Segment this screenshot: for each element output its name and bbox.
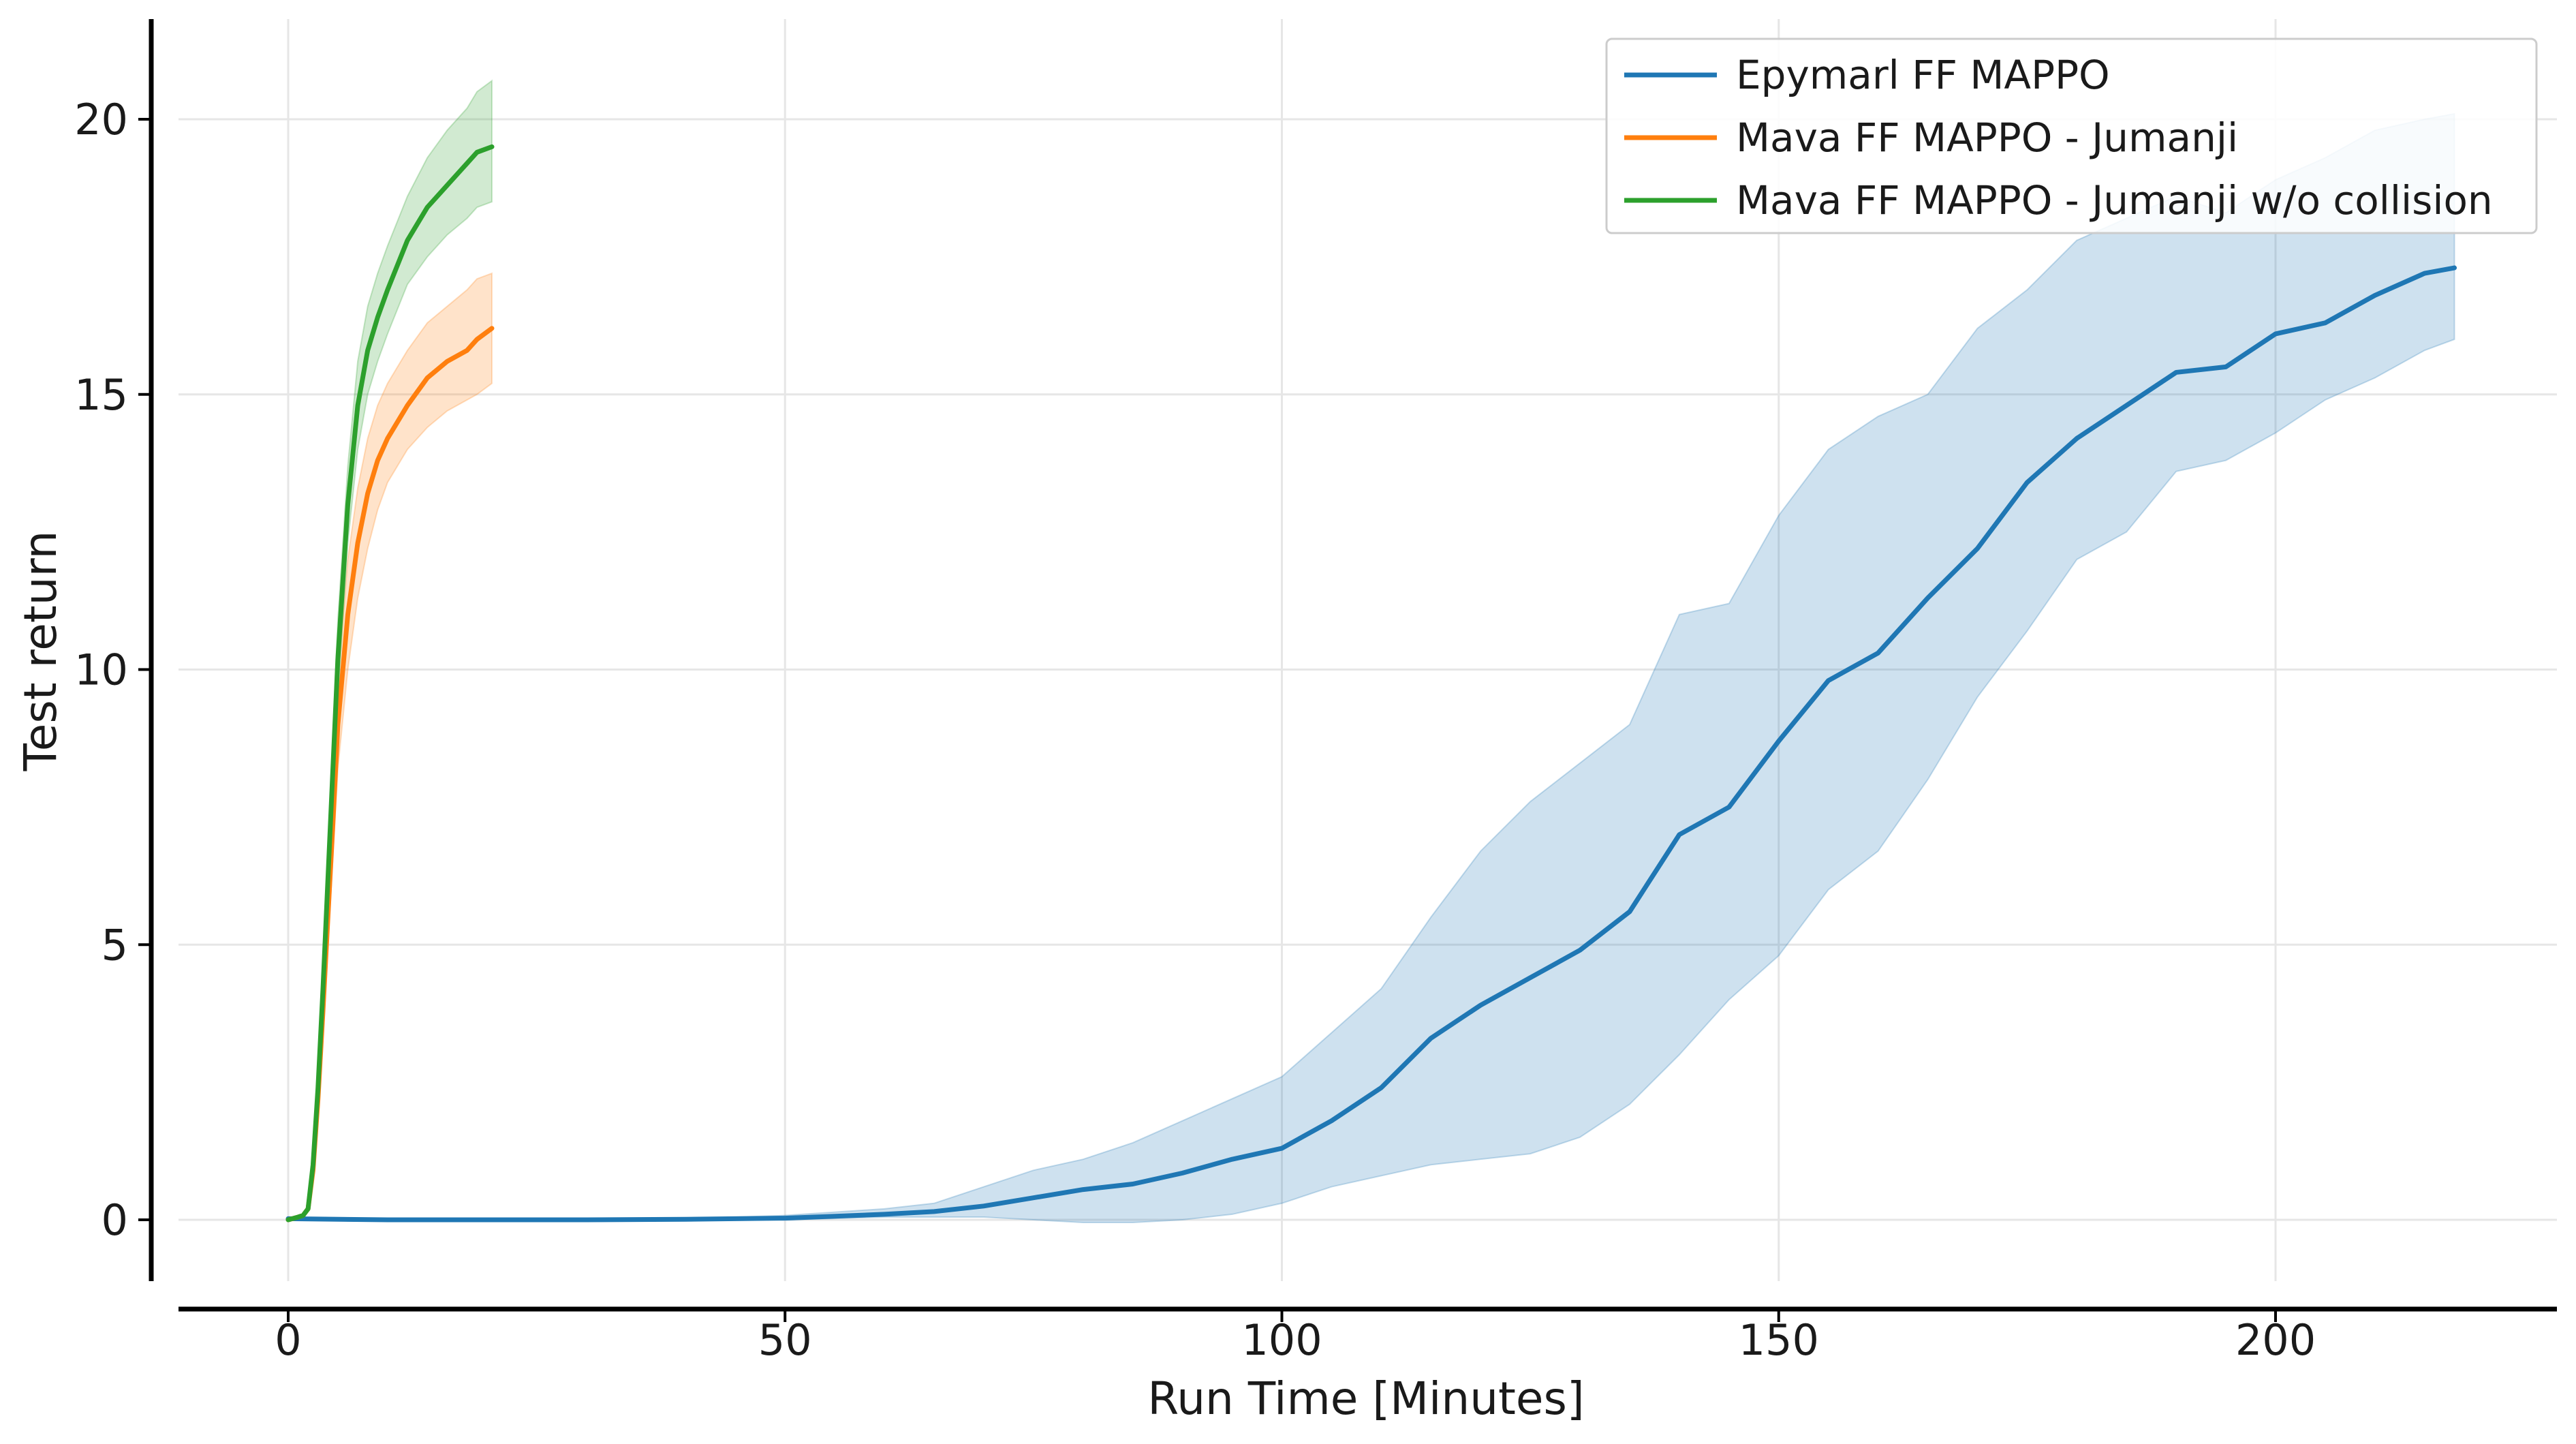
- confidence-bands: [288, 79, 2455, 1224]
- legend-box: [1605, 37, 2538, 234]
- series-lines: [285, 144, 2457, 1223]
- axes: [149, 19, 2557, 1312]
- legend-label-0: Epymarl FF MAPPO: [1736, 52, 2110, 98]
- x-tick-label: 0: [275, 1315, 301, 1365]
- y-tick-label: 15: [74, 370, 128, 420]
- x-ticks: 0 50 100 150 200: [275, 1309, 2316, 1365]
- y-tick-label: 5: [102, 920, 128, 970]
- legend-label-2: Mava FF MAPPO - Jumanji w/o collision: [1736, 177, 2493, 224]
- legend: Epymarl FF MAPPO Mava FF MAPPO - Jumanji M…: [1605, 37, 2538, 234]
- y-tick-label: 20: [74, 95, 128, 144]
- x-tick-label: 150: [1739, 1315, 1819, 1365]
- legend-label-1: Mava FF MAPPO - Jumanji: [1736, 114, 2238, 161]
- y-ticks: 0 5 10 15 20: [74, 95, 151, 1245]
- x-axis-label: Run Time [Minutes]: [1147, 1372, 1584, 1425]
- line-series-0: [285, 265, 2457, 1223]
- y-tick-label: 0: [102, 1195, 128, 1245]
- line-series-2: [285, 144, 495, 1223]
- y-tick-label: 10: [74, 645, 128, 695]
- x-tick-label: 200: [2235, 1315, 2316, 1365]
- x-tick-label: 50: [758, 1315, 812, 1365]
- x-tick-label: 100: [1241, 1315, 1322, 1365]
- y-axis-label: Test return: [14, 531, 67, 772]
- band-series-0: [288, 112, 2455, 1224]
